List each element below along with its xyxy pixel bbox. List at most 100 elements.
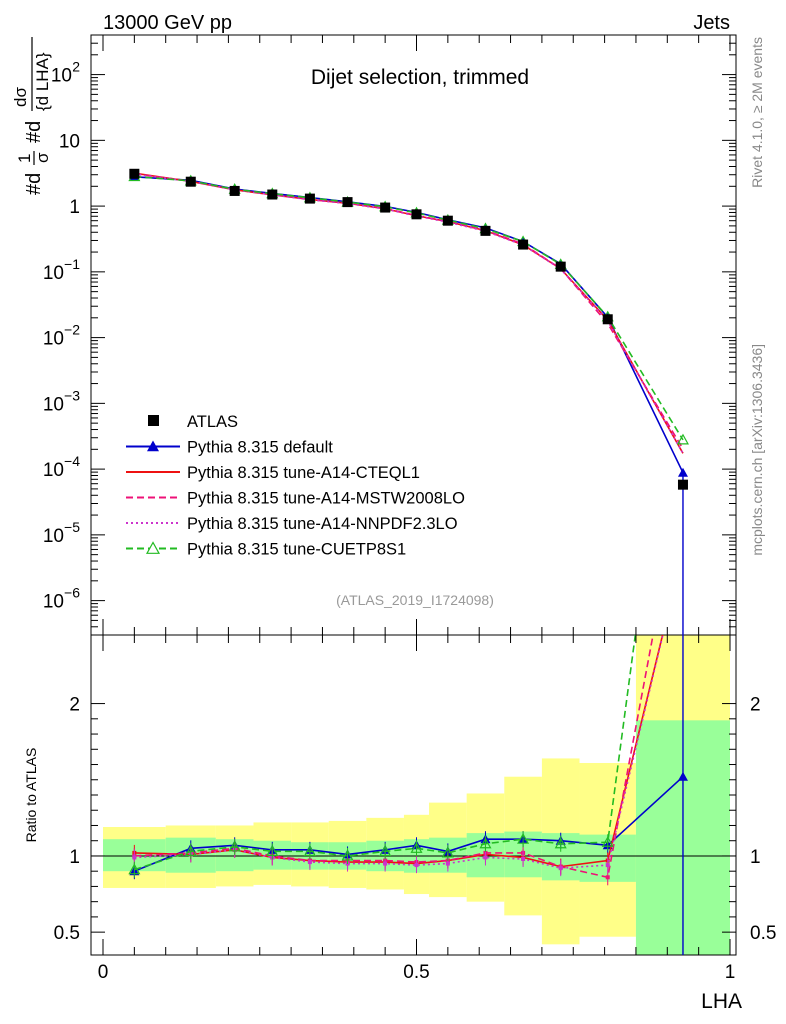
legend-label: ATLAS — [187, 413, 238, 431]
data-point — [129, 168, 140, 179]
series-marker-ratio — [677, 771, 688, 781]
y-tick-label: 10 — [51, 66, 72, 87]
series-line-main — [134, 175, 684, 441]
y-label-part: {d LHA} — [33, 52, 52, 111]
series-marker-ratio — [184, 845, 197, 856]
y-tick-exponent: −2 — [64, 322, 80, 338]
y-tick-exponent: −1 — [64, 256, 80, 272]
x-axis-label: LHA — [701, 990, 742, 1013]
y-tick-label: 10 — [43, 394, 64, 415]
y-label-part: #d — [23, 121, 45, 143]
data-point — [229, 185, 240, 196]
y-tick-exponent: −5 — [64, 519, 80, 535]
series-marker-main — [677, 467, 688, 477]
ratio-tick-label-right: 1 — [750, 847, 761, 868]
series-marker-ratio — [379, 845, 392, 856]
y-axis-label-ratio: Ratio to ATLAS — [23, 748, 39, 843]
series-marker-ratio — [414, 863, 419, 868]
y-tick-label: 10 — [43, 329, 64, 350]
series-marker-ratio — [303, 845, 316, 856]
mcplots-reference-label: mcplots.cern.ch [arXiv:1306.3436] — [749, 344, 765, 556]
y-label-part: dσ — [11, 87, 30, 107]
series-marker-ratio — [554, 837, 567, 849]
data-point — [518, 239, 529, 250]
uncertainty-bands — [103, 635, 730, 955]
x-tick-label: 1 — [725, 962, 736, 983]
series-marker-ratio — [228, 840, 241, 852]
header-energy-label: 13000 GeV pp — [103, 12, 232, 34]
legend-label: Pythia 8.315 tune-A14-MSTW2008LO — [187, 490, 465, 508]
series-marker-ratio — [410, 842, 423, 853]
series-marker-ratio — [558, 866, 563, 871]
data-point — [480, 225, 491, 236]
y-tick-exponent: −3 — [64, 387, 80, 403]
y-tick-exponent: 2 — [72, 59, 80, 75]
y-axis-label-main: #d 1 σ #d dσ {d LHA} — [11, 37, 52, 195]
analysis-id-label: (ATLAS_2019_I1724098) — [336, 592, 494, 608]
data-point — [602, 314, 613, 325]
data-point — [442, 215, 453, 226]
series-marker-ratio — [128, 863, 141, 875]
series-marker-ratio — [521, 857, 526, 861]
data-point — [185, 176, 196, 187]
series-marker-ratio — [132, 855, 137, 860]
series-marker-ratio — [441, 846, 454, 858]
legend: ATLAS Pythia 8.315 default Pythia 8.315 tu… — [126, 413, 465, 559]
main-panel-series — [128, 168, 689, 955]
data-point — [304, 193, 315, 204]
header-jets-label: Jets — [693, 12, 730, 34]
x-tick-label: 0.5 — [403, 962, 429, 983]
data-point — [267, 189, 278, 200]
series-marker-ratio — [605, 863, 610, 868]
series-marker-ratio — [445, 861, 450, 866]
y-tick-exponent: −4 — [64, 453, 80, 469]
legend-swatch-marker — [145, 541, 161, 554]
y-label-part: 1 — [15, 154, 34, 163]
y-tick-label: 10 — [43, 592, 64, 613]
series-marker-ratio — [605, 875, 610, 880]
series-line-ratio — [134, 635, 637, 871]
data-point — [411, 209, 422, 220]
series-line-ratio — [134, 776, 684, 872]
data-point — [380, 202, 391, 213]
series-marker-ratio — [601, 836, 614, 847]
legend-label: Pythia 8.315 default — [187, 439, 333, 457]
ratio-tick-label: 0.5 — [54, 923, 80, 944]
chart-title: Dijet selection, trimmed — [311, 66, 529, 89]
legend-label: Pythia 8.315 tune-A14-NNPDF2.3LO — [187, 515, 458, 533]
series-marker-ratio — [517, 832, 530, 844]
ratio-tick-label-right: 2 — [750, 695, 761, 716]
series-line-ratio — [134, 635, 654, 879]
series-marker-ratio — [307, 860, 312, 865]
x-tick-label: 0 — [98, 962, 109, 983]
series-marker-ratio — [483, 855, 488, 860]
y-label-part: #d — [23, 173, 45, 195]
data-point — [677, 479, 688, 490]
y-tick-label: 10 — [43, 526, 64, 547]
legend-swatch-marker — [147, 440, 159, 452]
series-marker-main — [676, 433, 689, 445]
ratio-tick-label-right: 0.5 — [750, 923, 776, 944]
y-tick-label: 10 — [43, 263, 64, 284]
series-marker-ratio — [383, 861, 388, 866]
data-point — [342, 197, 353, 208]
rivet-version-label: Rivet 4.1.0, ≥ 2M events — [749, 37, 765, 188]
ratio-tick-label: 2 — [69, 695, 80, 716]
data-point — [555, 261, 566, 272]
series-marker-ratio — [479, 837, 492, 849]
y-label-part: σ — [33, 152, 52, 163]
series-marker-ratio — [266, 845, 279, 856]
legend-swatch-data — [148, 415, 159, 426]
ratio-tick-label: 1 — [69, 847, 80, 868]
series-line-main — [134, 172, 684, 450]
series-marker-ratio — [341, 849, 354, 861]
y-tick-label: 1 — [69, 197, 80, 218]
series-line-main — [134, 173, 684, 454]
legend-label: Pythia 8.315 tune-A14-CTEQL1 — [187, 464, 420, 482]
y-tick-label: 10 — [43, 460, 64, 481]
y-tick-exponent: −6 — [64, 585, 80, 601]
y-tick-label: 10 — [59, 131, 80, 152]
ratio-panel-series — [128, 635, 688, 886]
